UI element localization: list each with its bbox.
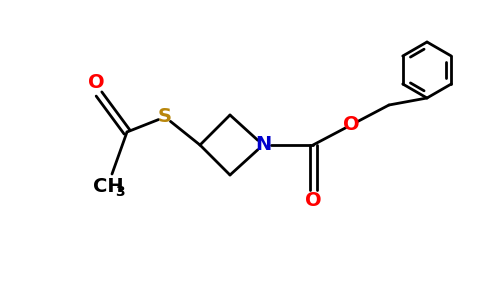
Text: S: S <box>158 107 172 127</box>
Text: 3: 3 <box>115 185 125 199</box>
Text: O: O <box>88 74 105 92</box>
Text: N: N <box>255 136 271 154</box>
Text: O: O <box>305 191 321 211</box>
Text: O: O <box>343 116 359 134</box>
Text: CH: CH <box>93 178 123 196</box>
